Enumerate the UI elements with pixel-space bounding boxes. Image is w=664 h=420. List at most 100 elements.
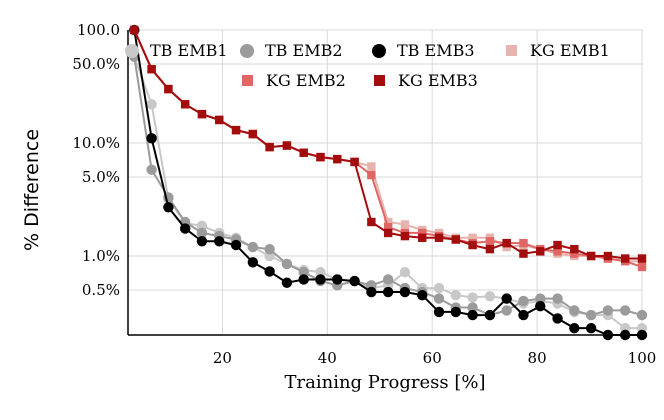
data-point	[552, 293, 563, 304]
data-point	[264, 243, 275, 255]
legend-label: KG EMB2	[266, 71, 346, 90]
x-axis-title: Training Progress [%]	[285, 372, 486, 393]
y-tick-label: 5.0%	[82, 168, 120, 186]
y-axis-title: % Difference	[21, 129, 43, 251]
data-point	[602, 305, 614, 316]
data-point	[164, 84, 173, 94]
legend-label: KG EMB3	[398, 71, 478, 90]
data-point	[367, 162, 376, 171]
data-point	[569, 305, 580, 316]
data-point	[382, 286, 394, 298]
y-tick-label: 100.0	[77, 21, 120, 39]
data-point	[535, 300, 546, 312]
data-point	[570, 244, 579, 254]
data-point	[130, 25, 139, 35]
y-tick-labels: 0.5% 1.0% 5.0% 10.0% 50.0% 100.0	[72, 21, 120, 299]
data-point	[501, 293, 512, 304]
x-tick-label: 80	[528, 349, 547, 367]
data-point	[518, 295, 529, 307]
legend-marker	[374, 75, 385, 86]
series-tb-emb3	[129, 24, 648, 341]
data-point	[484, 291, 496, 302]
data-point	[180, 100, 190, 109]
data-point	[450, 290, 462, 301]
x-tick-label: 40	[318, 349, 337, 367]
data-point	[467, 302, 478, 313]
legend-marker	[125, 44, 139, 58]
data-point	[570, 249, 579, 258]
y-tick-label: 50.0%	[72, 55, 120, 73]
data-point	[485, 244, 495, 254]
legend-item: KG EMB2	[242, 71, 346, 90]
data-point	[146, 133, 157, 144]
data-point	[467, 292, 478, 303]
data-point	[349, 275, 360, 287]
legend-marker	[372, 44, 386, 58]
data-point	[586, 251, 596, 261]
data-point	[298, 274, 309, 285]
data-point	[451, 235, 461, 244]
data-point	[433, 282, 445, 294]
data-point	[553, 240, 562, 250]
data-point	[282, 141, 292, 150]
data-point	[519, 238, 528, 248]
data-point	[367, 217, 376, 227]
data-point	[501, 305, 512, 316]
legend-label: KG EMB1	[530, 41, 610, 60]
data-point	[433, 293, 445, 304]
data-point	[535, 293, 546, 304]
series-kg-emb3	[130, 25, 647, 263]
data-point	[552, 313, 563, 324]
data-point	[468, 233, 477, 242]
data-point	[332, 274, 343, 285]
data-point	[467, 309, 478, 321]
data-point	[418, 233, 427, 242]
data-point	[399, 286, 411, 298]
data-point	[585, 322, 597, 334]
data-point	[450, 306, 462, 318]
data-point	[197, 109, 207, 119]
data-point	[603, 251, 613, 261]
data-point	[417, 290, 428, 301]
data-point	[196, 227, 208, 239]
data-point	[418, 228, 427, 238]
data-point	[518, 309, 529, 321]
legend-item: TB EMB3	[372, 41, 475, 60]
data-point	[281, 258, 293, 270]
data-point	[434, 233, 444, 242]
data-point	[382, 274, 394, 285]
data-point	[569, 322, 580, 334]
legend-item: KG EMB3	[374, 71, 478, 90]
data-point	[366, 286, 377, 298]
legend-item: TB EMB2	[240, 41, 343, 60]
data-point	[163, 202, 174, 213]
data-point	[264, 266, 275, 277]
legend-marker	[506, 45, 517, 56]
series-layer	[129, 24, 648, 341]
data-point	[298, 266, 309, 278]
data-point	[315, 274, 326, 285]
data-point	[637, 254, 647, 263]
y-tick-label: 0.5%	[82, 281, 120, 299]
legend: TB EMB1 TB EMB2 TB EMB3 KG EMB1 KG EMB2 KG EM…	[125, 41, 610, 90]
data-point	[519, 249, 528, 258]
data-point	[231, 125, 241, 135]
x-tick-label: 60	[423, 349, 442, 367]
data-point	[585, 309, 597, 321]
data-point	[468, 240, 477, 250]
x-tick-label: 100	[628, 349, 657, 367]
series-tb-emb2	[129, 51, 648, 321]
legend-marker	[242, 75, 253, 86]
data-point	[400, 220, 410, 229]
data-point	[620, 305, 631, 316]
data-point	[637, 262, 647, 272]
data-point	[215, 115, 224, 125]
legend-label: TB EMB2	[265, 41, 343, 60]
data-point	[484, 309, 496, 321]
y-tick-label: 10.0%	[72, 134, 120, 152]
data-point	[636, 309, 648, 321]
data-point	[399, 266, 411, 278]
data-point	[146, 164, 157, 175]
data-point	[383, 228, 393, 238]
